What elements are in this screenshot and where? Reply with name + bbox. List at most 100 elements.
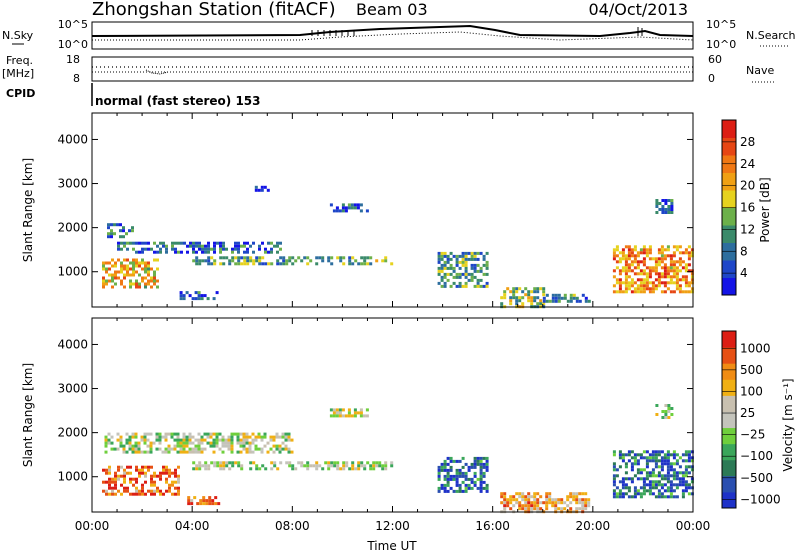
range-gate-cell xyxy=(455,254,459,258)
range-gate-cell xyxy=(225,461,229,465)
range-gate-cell xyxy=(227,435,231,439)
range-gate-cell xyxy=(239,444,243,448)
range-gate-cell xyxy=(663,266,667,270)
range-gate-cell xyxy=(206,432,210,436)
range-gate-cell xyxy=(174,468,177,472)
range-gate-cell xyxy=(467,465,471,469)
range-gate-cell xyxy=(194,438,198,442)
range-gate-cell xyxy=(621,492,625,496)
range-gate-cell xyxy=(482,263,486,267)
nave-tick-bottom: 0 xyxy=(708,72,715,85)
range-gate-cell xyxy=(473,269,477,273)
range-gate-cell xyxy=(263,444,267,448)
range-gate-cell xyxy=(366,262,370,266)
range-gate-cell xyxy=(188,432,192,436)
range-gate-cell xyxy=(272,438,276,442)
range-gate-cell xyxy=(330,262,334,266)
range-gate-cell xyxy=(663,263,667,267)
range-gate-cell xyxy=(446,266,450,270)
range-gate-cell xyxy=(182,435,186,439)
range-gate-cell xyxy=(174,492,177,496)
range-gate-cell xyxy=(192,467,196,471)
range-gate-cell xyxy=(192,247,195,251)
range-gate-cell xyxy=(506,498,510,502)
range-gate-cell xyxy=(306,464,310,468)
range-gate-cell xyxy=(357,464,361,468)
range-gate-cell xyxy=(645,489,649,493)
range-gate-cell xyxy=(215,438,219,442)
range-gate-cell xyxy=(485,483,489,487)
range-gate-cell xyxy=(278,444,282,448)
range-gate-cell xyxy=(675,245,679,249)
range-gate-cell xyxy=(518,504,522,508)
nsearch-tick-top: 10^5 xyxy=(706,18,736,31)
range-gate-cell xyxy=(203,438,207,442)
range-gate-cell xyxy=(158,447,162,451)
range-gate-cell xyxy=(648,269,652,273)
range-gate-cell xyxy=(669,495,673,499)
range-gate-cell xyxy=(506,504,510,508)
range-gate-cell xyxy=(669,275,673,279)
range-gate-cell xyxy=(449,284,453,288)
range-gate-cell xyxy=(569,492,573,496)
range-gate-cell xyxy=(578,507,582,511)
range-gate-cell xyxy=(473,254,477,258)
range-gate-cell xyxy=(258,244,261,248)
x-tick-label: 20:00 xyxy=(576,519,611,533)
range-gate-cell xyxy=(105,279,108,283)
range-gate-cell xyxy=(224,438,228,442)
range-gate-cell xyxy=(633,281,637,285)
range-gate-cell xyxy=(458,489,462,493)
range-gate-cell xyxy=(125,232,128,236)
range-gate-cell xyxy=(654,257,658,261)
range-gate-cell xyxy=(440,254,444,258)
range-gate-cell xyxy=(470,266,474,270)
range-gate-cell xyxy=(660,281,664,285)
range-gate-cell xyxy=(657,284,661,288)
range-gate-cell xyxy=(624,287,628,291)
range-gate-cell xyxy=(681,492,685,496)
range-gate-cell xyxy=(278,450,282,454)
range-gate-cell xyxy=(639,486,643,490)
range-gate-cell xyxy=(678,290,682,294)
range-gate-cell xyxy=(578,299,582,303)
range-gate-cell xyxy=(144,247,147,251)
range-gate-cell xyxy=(202,496,206,500)
range-gate-cell xyxy=(636,284,640,288)
range-gate-cell xyxy=(660,468,664,472)
range-gate-cell xyxy=(281,432,285,436)
range-gate-cell xyxy=(554,507,558,511)
range-gate-cell xyxy=(624,278,628,282)
y-tick-label: 2000 xyxy=(57,426,88,440)
range-gate-cell xyxy=(621,251,625,255)
range-gate-cell xyxy=(678,260,682,264)
range-gate-cell xyxy=(315,262,319,266)
range-gate-cell xyxy=(479,462,483,466)
range-gate-cell xyxy=(664,211,668,214)
range-gate-cell xyxy=(188,438,192,442)
range-gate-cell xyxy=(211,502,215,506)
range-gate-cell xyxy=(530,507,534,511)
range-gate-cell xyxy=(209,432,213,436)
scatter-region-3 xyxy=(192,256,394,266)
range-gate-cell xyxy=(107,223,110,227)
range-gate-cell xyxy=(482,462,486,466)
range-gate-cell xyxy=(138,474,141,478)
range-gate-cell xyxy=(230,441,234,445)
range-gate-cell xyxy=(120,492,123,496)
range-gate-cell xyxy=(107,226,110,230)
nsky-spikes xyxy=(311,27,643,36)
range-gate-cell xyxy=(621,477,625,481)
range-gate-cell xyxy=(141,261,144,265)
range-gate-cell xyxy=(618,480,622,484)
range-gate-cell xyxy=(443,477,447,481)
range-gate-cell xyxy=(176,441,180,445)
range-gate-cell xyxy=(452,269,456,273)
range-gate-cell xyxy=(681,453,685,457)
range-gate-cell xyxy=(440,266,444,270)
range-gate-cell xyxy=(669,290,673,294)
range-gate-cell xyxy=(660,483,664,487)
range-gate-cell xyxy=(654,495,658,499)
range-gate-cell xyxy=(645,272,649,276)
range-gate-cell xyxy=(174,474,177,478)
